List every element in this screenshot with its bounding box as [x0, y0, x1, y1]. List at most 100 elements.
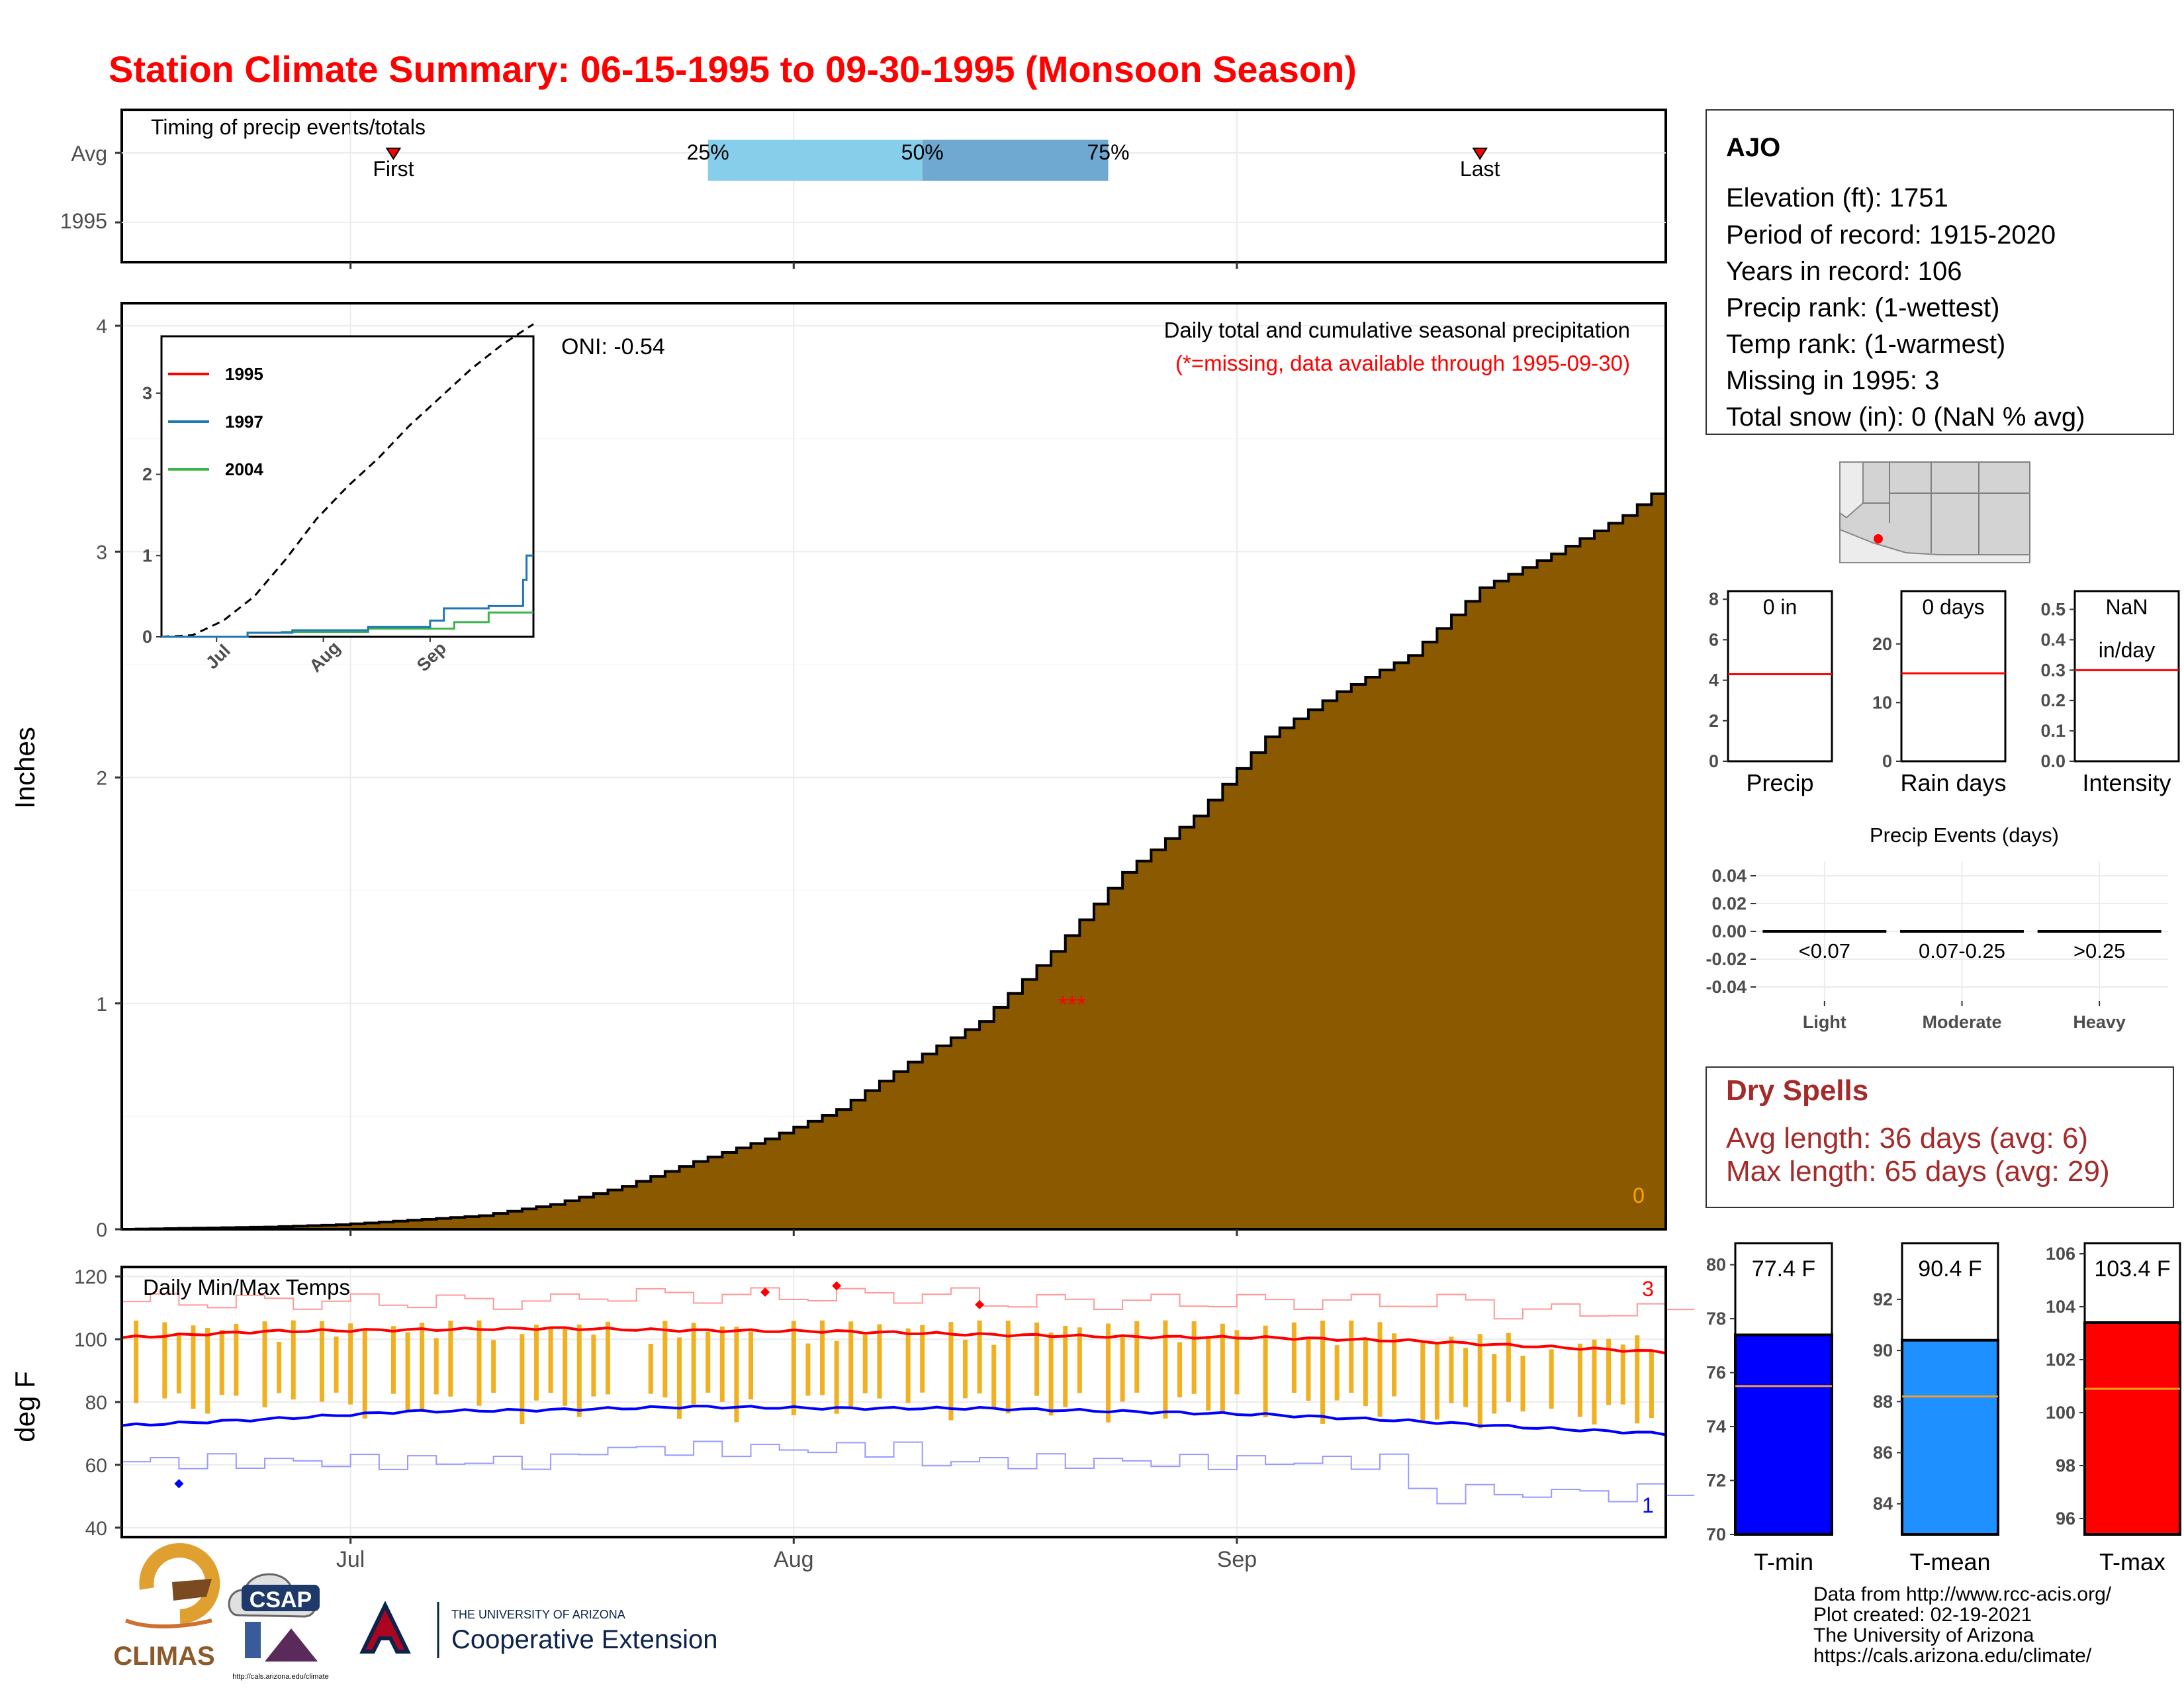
- temp-gauge-label: T-min: [1754, 1548, 1813, 1575]
- temp-gauge-tick-label: 72: [1706, 1471, 1726, 1491]
- record-high-marker: [760, 1287, 770, 1297]
- timing-marker: [385, 148, 402, 160]
- inset-y-tick-label: 2: [142, 465, 152, 485]
- footer-line: The University of Arizona: [1813, 1624, 2034, 1646]
- record-low-marker: [174, 1479, 184, 1489]
- timing-frame: [120, 109, 1667, 263]
- dry-spells-box: Dry Spells Avg length: 36 days (avg: 6) …: [1706, 1066, 2174, 1208]
- gauge-value: 0 in: [1763, 595, 1797, 619]
- extension-line2: Cooperative Extension: [451, 1625, 717, 1654]
- temp-gauge-fill: [1901, 1338, 1999, 1536]
- y-tick-label: 0.00: [1711, 921, 1747, 941]
- y-tick-label: 80: [85, 1392, 107, 1414]
- events-title: Precip Events (days): [1870, 823, 2059, 847]
- temp-gauge-tick-label: 92: [1873, 1289, 1893, 1309]
- quartile-label: 75%: [1087, 140, 1130, 164]
- temp-gauge-fill: [1734, 1333, 1833, 1536]
- temp-gauge-tick-label: 78: [1706, 1309, 1726, 1329]
- gauge-tick-label: 0: [1882, 751, 1892, 771]
- record-high-line: [122, 1287, 1695, 1320]
- temp-gauge-value: 90.4 F: [1918, 1256, 1981, 1282]
- timing-label: Timing of precip events/totals: [151, 115, 426, 139]
- y-tick-label: 0.02: [1711, 894, 1747, 914]
- quartile-label: 25%: [687, 140, 729, 164]
- y-tick-label: 0: [96, 1219, 107, 1241]
- gauge-tick-label: 8: [1709, 589, 1719, 609]
- temp-gauge-label: T-max: [2099, 1548, 2165, 1575]
- station-info-box: AJO Elevation (ft): 1751 Period of recor…: [1706, 109, 2174, 435]
- chart-title: Station Climate Summary: 06-15-1995 to 0…: [109, 48, 1357, 90]
- event-range-label: 0.07-0.25: [1919, 939, 2005, 962]
- record-high-marker: [832, 1281, 842, 1291]
- temps-label: Daily Min/Max Temps: [143, 1275, 350, 1299]
- inset-y-tick-label: 0: [142, 627, 152, 647]
- y-tick-label: 120: [74, 1266, 107, 1288]
- university-logo: THE UNIVERSITY OF ARIZONA Cooperative Ex…: [359, 1601, 717, 1658]
- timing-row-avg: Avg: [71, 142, 107, 165]
- x-tick-label: Aug: [774, 1547, 814, 1572]
- x-tick-label: Jul: [336, 1547, 365, 1572]
- y-tick-label: 100: [74, 1329, 107, 1351]
- legend-label: 1995: [225, 364, 263, 384]
- timing-marker: [1472, 148, 1488, 160]
- temps-ylabel: deg F: [9, 1371, 40, 1442]
- precip-events-chart: 0.04 0.02 0.00 -0.02 -0.04 <0.07 Light 0.07-0.2…: [1706, 862, 2168, 1032]
- dry-spells-avg: Avg length: 36 days (avg: 6): [1726, 1122, 2088, 1154]
- temp-gauge-tick-label: 106: [2046, 1244, 2075, 1264]
- precip-panel: 0 1 2 3 4: [96, 302, 1667, 1241]
- inset-series-1997: [161, 554, 533, 638]
- temp-gauge-value: 77.4 F: [1752, 1256, 1815, 1282]
- legend-label: 1997: [225, 412, 263, 432]
- y-tick-label: 3: [96, 541, 107, 563]
- temp-gauge-tick-label: 98: [2056, 1456, 2075, 1476]
- station-name: AJO: [1726, 133, 1780, 162]
- x-tick-label: Sep: [1217, 1547, 1257, 1572]
- event-category-label: Heavy: [2073, 1012, 2126, 1032]
- quartile-bar-lower: [707, 140, 923, 181]
- station-location-marker: [1874, 534, 1883, 543]
- timing-marker-label: Last: [1460, 157, 1500, 181]
- temp-gauge-tick-label: 74: [1706, 1417, 1726, 1436]
- missing-marks: ***: [1058, 991, 1086, 1018]
- gauge-frame: [1900, 590, 2007, 763]
- cumulative-precip-area: [122, 483, 1667, 1231]
- y-tick-label: 40: [85, 1518, 107, 1540]
- temp-gauge-tick-label: 70: [1706, 1524, 1726, 1544]
- y-tick-label: 0.04: [1711, 866, 1747, 886]
- inset-y-tick-label: 1: [142, 545, 152, 565]
- inset-y-tick-label: 3: [142, 383, 152, 403]
- precip-frame: [120, 302, 1667, 1231]
- timing-panel: Timing of precip events/totals Avg 1995 …: [60, 109, 1667, 269]
- station-line: Elevation (ft): 1751: [1726, 183, 1948, 212]
- gauge-tick-label: 0.0: [2040, 751, 2066, 771]
- dry-spells-max: Max length: 65 days (avg: 29): [1726, 1155, 2110, 1188]
- temp-gauge-tick-label: 76: [1706, 1363, 1726, 1383]
- y-tick-label: -0.04: [1706, 977, 1747, 997]
- temp-gauge-tick-label: 100: [2046, 1403, 2075, 1423]
- event-range-label: >0.25: [2073, 939, 2125, 962]
- gauge-tick-label: 0.4: [2040, 630, 2066, 649]
- timing-row-year: 1995: [60, 209, 107, 233]
- gauge-tick-label: 2: [1709, 711, 1719, 731]
- footer-line: Plot created: 02-19-2021: [1813, 1604, 2032, 1626]
- gauge-tick-label: 0.5: [2040, 600, 2066, 620]
- event-category-label: Moderate: [1922, 1012, 2001, 1032]
- y-tick-label: 2: [96, 768, 107, 790]
- extension-line1: THE UNIVERSITY OF ARIZONA: [451, 1608, 625, 1621]
- gauge-value-unit: in/day: [2099, 638, 2155, 662]
- gauge-tick-label: 6: [1709, 630, 1719, 649]
- temp-gauge-tick-label: 86: [1873, 1442, 1893, 1462]
- temp-gauge-tick-label: 80: [1706, 1255, 1726, 1275]
- climas-wordmark: CLIMAS: [113, 1642, 214, 1671]
- locator-map: [1839, 461, 2030, 563]
- temp-gauge-tick-label: 104: [2046, 1297, 2075, 1317]
- gauge-frame: [1727, 590, 1833, 763]
- gauge-label: Precip: [1746, 769, 1813, 796]
- event-range-label: <0.07: [1799, 939, 1850, 962]
- record-low-line: [122, 1440, 1695, 1505]
- y-tick-label: -0.02: [1706, 949, 1747, 969]
- y-tick-label: 60: [85, 1455, 107, 1477]
- gauge-tick-label: 4: [1709, 671, 1719, 690]
- temp-gauge-tick-label: 84: [1873, 1494, 1893, 1514]
